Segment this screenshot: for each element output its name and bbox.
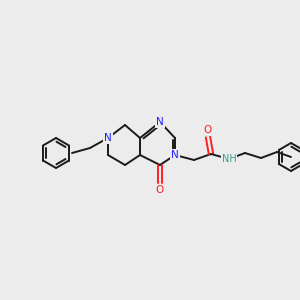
Text: O: O xyxy=(156,185,164,195)
Text: N: N xyxy=(156,117,164,127)
Text: N: N xyxy=(104,133,112,143)
Text: O: O xyxy=(204,125,212,135)
Text: N: N xyxy=(171,150,179,160)
Text: NH: NH xyxy=(222,154,236,164)
